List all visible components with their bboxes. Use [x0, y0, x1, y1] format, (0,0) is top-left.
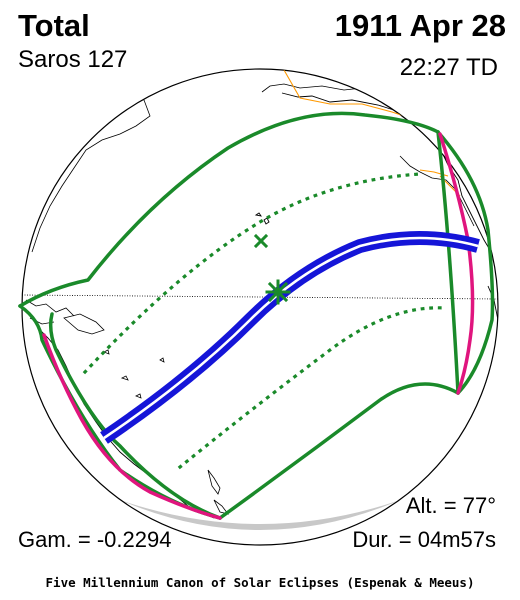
credit-line: Five Millennium Canon of Solar Eclipses … [45, 575, 475, 590]
equator-line [21, 294, 499, 300]
duration-value: Dur. = 04m57s [352, 527, 496, 552]
totality-path-centerline [103, 236, 479, 440]
greatest-eclipse-marker [265, 279, 291, 305]
sun-altitude: Alt. = 77° [405, 493, 496, 518]
north-america-coast-2 [399, 155, 475, 227]
eclipse-time: 22:27 TD [399, 54, 498, 81]
gamma-value: Gam. = -0.2294 [18, 527, 172, 552]
eastern-penumbral-boundary [436, 130, 495, 395]
new-guinea-coast [63, 313, 105, 335]
eastern-inner-boundary [436, 130, 460, 395]
eastern-rise-set-curve [438, 132, 475, 395]
partial-limit-dots [82, 172, 447, 470]
northern-penumbral-limit [18, 111, 440, 308]
alaska-coast [261, 83, 363, 93]
southern-penumbral-limit [218, 382, 460, 520]
saros-number: Saros 127 [18, 46, 128, 73]
western-rise-set-curve [42, 333, 222, 520]
eclipse-type-title: Total [18, 8, 90, 43]
eclipse-markers [253, 233, 291, 305]
sub-solar-x-marker [253, 233, 269, 249]
hawaii-islands [254, 212, 270, 225]
globe-shadow-rim [120, 500, 400, 530]
new-zealand-coast [207, 469, 229, 515]
pacific-islands [103, 349, 165, 399]
northern-partial-limit [82, 172, 422, 375]
western-inner-boundary [48, 312, 222, 520]
rise-set-curves [42, 132, 475, 520]
eclipse-date: 1911 Apr 28 [334, 8, 506, 43]
western-penumbral-boundary [18, 304, 222, 520]
border-lines [91, 69, 461, 197]
totality-path-band [100, 231, 480, 444]
southern-partial-limit [177, 306, 447, 470]
totality-path [100, 231, 480, 444]
